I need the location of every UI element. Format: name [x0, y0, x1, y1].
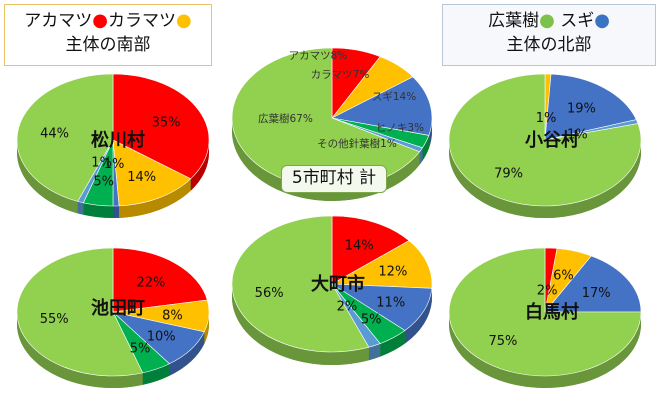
slice-side-ヒノキ [142, 363, 170, 385]
legend-label-karamatsu: カラマツ [108, 11, 176, 31]
legend-north: 広葉樹● スギ● 主体の北部 [442, 4, 656, 66]
slice-side-広葉樹 [232, 118, 420, 202]
slice-side-その他針葉樹 [368, 343, 381, 361]
pie-title: 白馬村 [525, 301, 579, 323]
slice-label-アカマツ: アカマツ8% [289, 50, 348, 62]
slice-カラマツ [330, 240, 433, 289]
slice-label-その他針葉樹: 1% [91, 156, 112, 171]
slice-label-ヒノキ: 5% [361, 312, 382, 327]
slice-広葉樹 [16, 247, 144, 377]
slice-side-広葉樹 [17, 140, 78, 214]
legend-dot-akamatsu: ● [92, 10, 108, 31]
slice-side-スギ [113, 205, 120, 218]
slice-side-ヒノキ [83, 202, 113, 218]
slice-label-カラマツ: 14% [127, 170, 156, 185]
slice-スギ [331, 76, 433, 136]
slice-label-アカマツ: 14% [345, 239, 374, 254]
legend-label-sugi: スギ [560, 11, 595, 31]
slice-label-カラマツ: 12% [378, 265, 407, 280]
slice-label-ヒノキ: 5% [93, 174, 114, 189]
slice-side-広葉樹 [449, 140, 641, 218]
pie-5: 2%6% 17% 75% 白馬村 [448, 247, 642, 388]
slice-label-カラマツ: 1% [536, 111, 557, 126]
slice-広葉樹 [448, 73, 642, 207]
slice-side-アカマツ [190, 140, 209, 191]
slice-広葉樹 [231, 215, 370, 353]
slice-label-広葉樹: 56% [255, 286, 284, 301]
slice-label-ヒノキ: 5% [130, 341, 151, 356]
slice-side-広葉樹 [17, 312, 143, 388]
slice-side-広葉樹 [449, 312, 641, 388]
legend-dot-karamatsu: ● [176, 10, 192, 31]
slice-label-スギ: 17% [582, 286, 611, 301]
slice-label-広葉樹: 44% [40, 126, 69, 141]
legend-south-line1: アカマツ●カラマツ● [5, 9, 211, 33]
slice-label-アカマツ: 2% [537, 284, 558, 299]
slice-label-スギ: 10% [147, 329, 176, 344]
pie-4: 14% 12% 11% 5%2% 56% 大町市 [231, 215, 433, 365]
slice-label-広葉樹: 75% [488, 334, 517, 349]
slice-label-アカマツ: 35% [152, 115, 181, 130]
slice-side-ヒノキ [380, 330, 405, 357]
slice-アカマツ [331, 215, 410, 285]
pie-title: 池田町 [91, 297, 145, 319]
slice-side-スギ [428, 118, 432, 149]
slice-label-広葉樹: 広葉樹67% [258, 112, 313, 125]
slice-side-広葉樹 [232, 284, 369, 365]
legend-north-line1: 広葉樹● スギ● [443, 9, 655, 33]
slice-広葉樹 [16, 73, 114, 202]
slice-side-その他針葉樹 [419, 147, 423, 165]
slice-label-その他針葉樹: その他針葉樹1% [317, 137, 397, 150]
legend-dot-broadleaf: ● [539, 10, 555, 31]
slice-label-広葉樹: 55% [40, 312, 69, 327]
pie-title: 松川村 [91, 129, 145, 151]
slice-アカマツ [112, 73, 210, 180]
pie-title: 小谷村 [525, 129, 579, 151]
slice-カラマツ [112, 139, 192, 207]
slice-side-スギ [404, 288, 432, 344]
slice-label-スギ: スギ14% [372, 91, 416, 103]
slice-スギ [330, 283, 433, 331]
legend-label-akamatsu: アカマツ [24, 11, 93, 31]
slice-アカマツ [112, 247, 208, 313]
slice-side-スギ [169, 331, 205, 376]
slice-スギ [544, 255, 642, 313]
legend-dot-sugi: ● [594, 10, 610, 31]
slice-label-その他針葉樹: 2% [337, 300, 358, 315]
slice-label-カラマツ: カラマツ7% [311, 69, 370, 81]
slice-広葉樹 [448, 247, 642, 377]
slice-label-広葉樹: 79% [494, 166, 523, 181]
legend-label-broadleaf: 広葉樹 [488, 11, 540, 31]
slice-label-スギ: 11% [376, 295, 405, 310]
slice-side-カラマツ [119, 178, 191, 218]
legend-north-line2: 主体の北部 [506, 35, 592, 55]
slice-side-その他針葉樹 [77, 201, 84, 215]
legend-south-line2: 主体の南部 [65, 35, 151, 55]
total-label: 5市町村 計 [281, 165, 387, 193]
pie-title: 大町市 [311, 273, 365, 295]
slice-label-カラマツ: 6% [553, 268, 574, 283]
pie-0: 35%14%1%5%1%44% 松川村 [16, 73, 210, 218]
pie-2: 1% 19% 1% 79%小谷村 [448, 73, 642, 218]
slice-label-ヒノキ: ヒノキ3% [376, 122, 424, 134]
pie-3: 22% 8% 10%5% 55% 池田町 [16, 247, 210, 388]
slice-label-その他針葉樹: 1% [567, 128, 588, 143]
legend-south: アカマツ●カラマツ● 主体の南部 [4, 4, 212, 66]
slice-スギ [544, 73, 637, 141]
slice-label-スギ: 19% [567, 102, 596, 117]
slice-label-スギ: 1% [104, 157, 125, 172]
slice-label-アカマツ: 22% [136, 275, 165, 290]
slice-side-カラマツ [204, 312, 209, 344]
slice-label-カラマツ: 8% [162, 308, 183, 323]
slice-side-ヒノキ [422, 135, 429, 161]
